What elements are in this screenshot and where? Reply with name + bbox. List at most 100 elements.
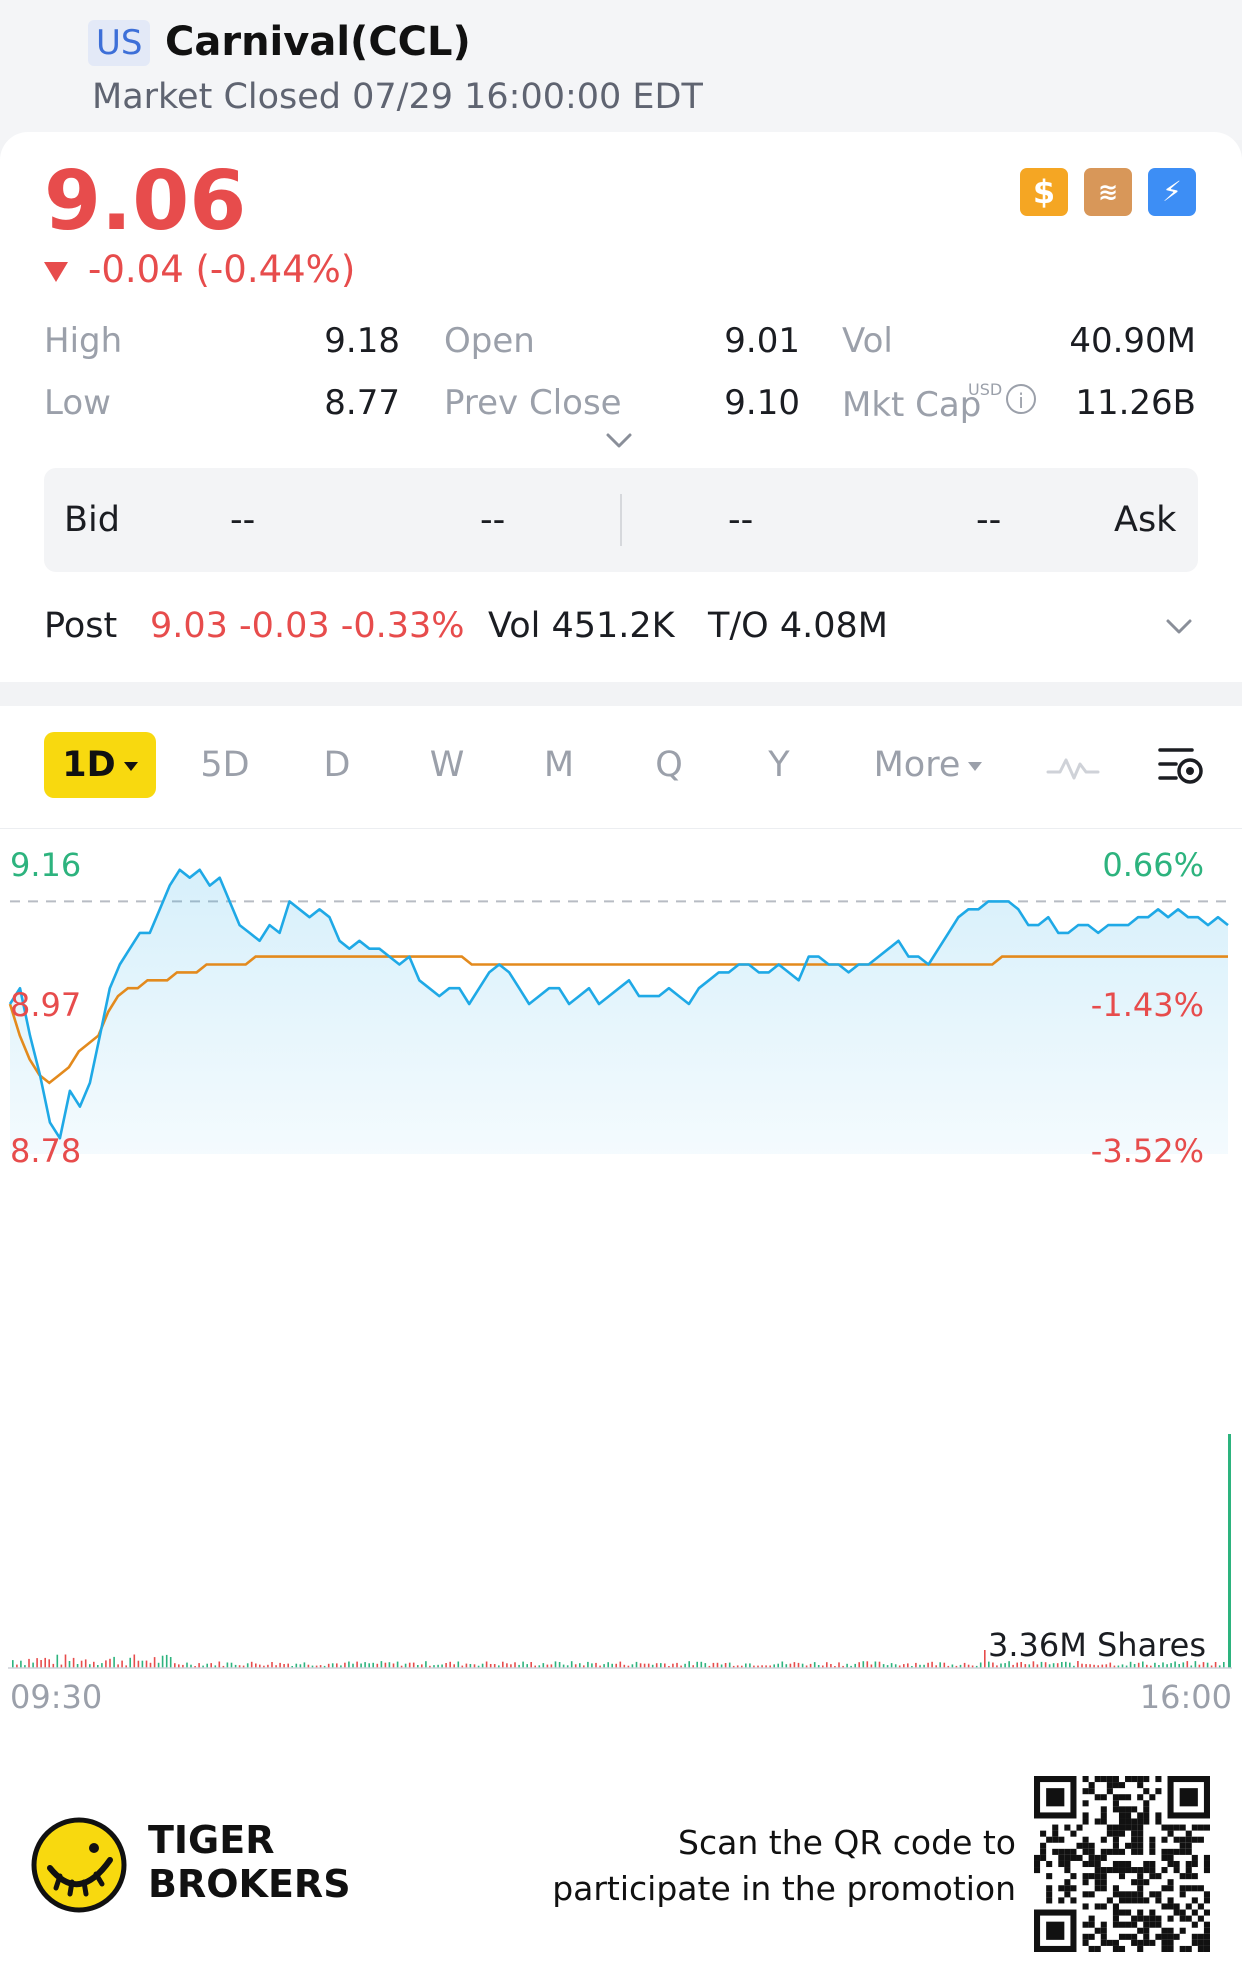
volume-bar <box>287 1663 289 1668</box>
mkt-cap-value: 11.26B <box>1075 383 1196 423</box>
volume-bar <box>1093 1664 1095 1668</box>
volume-bar <box>935 1665 937 1668</box>
volume-bar <box>331 1663 334 1668</box>
dollar-icon[interactable]: $ <box>1020 168 1068 216</box>
volume-bar <box>793 1662 796 1668</box>
volume-bar <box>161 1655 164 1668</box>
line-chart-icon[interactable] <box>1046 746 1100 786</box>
volume-bar <box>1137 1662 1140 1668</box>
tab-m[interactable]: M <box>543 745 575 785</box>
volume-bar <box>12 1660 14 1668</box>
bid-ask-panel: Bid -- -- -- -- Ask <box>44 468 1198 572</box>
price-line <box>8 868 1229 1140</box>
tab-y[interactable]: Y <box>768 745 790 785</box>
volume-bar <box>20 1660 22 1668</box>
volume-bar <box>660 1663 662 1668</box>
volume-bar <box>198 1663 200 1668</box>
volume-bar <box>481 1663 484 1668</box>
volume-bar <box>1218 1665 1221 1668</box>
tab-5d[interactable]: 5D <box>200 745 250 785</box>
volume-bar <box>376 1663 379 1668</box>
volume-bar <box>360 1663 362 1668</box>
bolt-icon[interactable]: ⚡ <box>1148 168 1196 216</box>
price-change: -0.04 (-0.44%) <box>44 242 355 298</box>
volume-bar <box>1069 1662 1071 1668</box>
volume-bar <box>672 1663 674 1668</box>
chart-settings-icon[interactable] <box>1158 744 1206 788</box>
volume-bar <box>1036 1664 1039 1668</box>
volume-bar <box>275 1665 277 1668</box>
volume-bar <box>101 1663 103 1668</box>
ask-price: -- <box>728 500 754 540</box>
volume-bar <box>400 1665 403 1668</box>
volume-bar <box>1024 1664 1027 1668</box>
tab-d[interactable]: D <box>323 745 351 785</box>
volume-bar <box>1166 1664 1168 1668</box>
chevron-down-icon[interactable] <box>1164 612 1194 642</box>
volume-bar <box>1000 1663 1002 1668</box>
volume-bars <box>12 1434 1231 1668</box>
volume-bar <box>963 1662 966 1668</box>
open-label: Open <box>444 321 535 361</box>
volume-bar <box>210 1663 212 1668</box>
tab-q[interactable]: Q <box>655 745 683 785</box>
post-market-row[interactable]: Post 9.03 -0.03 -0.33% Vol 451.2K T/O 4.… <box>44 598 1198 654</box>
volume-bar <box>1206 1662 1209 1668</box>
volume-bar <box>514 1662 516 1668</box>
volume-bar <box>48 1659 50 1668</box>
volume-bar <box>60 1664 63 1668</box>
volume-bar <box>809 1663 812 1668</box>
volume-bar <box>785 1664 788 1668</box>
volume-bar <box>157 1662 160 1668</box>
volume-bar <box>866 1661 869 1668</box>
chevron-down-icon[interactable] <box>604 426 634 456</box>
tab-more[interactable]: More <box>858 732 998 798</box>
volume-bar <box>1198 1664 1201 1668</box>
info-icon[interactable]: i <box>1006 384 1036 414</box>
volume-bar <box>1121 1664 1124 1668</box>
volume-bar <box>651 1664 654 1668</box>
volume-bar <box>303 1662 306 1668</box>
volume-bar <box>801 1663 804 1668</box>
vol-label: Vol <box>842 321 893 361</box>
volume-bar <box>356 1661 358 1668</box>
volume-bar <box>1214 1662 1217 1668</box>
volume-bar <box>250 1661 253 1668</box>
price-change-text: -0.04 (-0.44%) <box>88 248 356 291</box>
intraday-chart[interactable]: 9.16 8.97 8.78 0.66% -1.43% -3.52% 3.36M… <box>0 706 1242 1746</box>
volume-bar <box>919 1664 921 1668</box>
volume-bar <box>1048 1664 1051 1668</box>
volume-bar <box>680 1665 682 1668</box>
tab-w[interactable]: W <box>429 745 465 785</box>
volume-bar <box>753 1665 755 1668</box>
post-turnover: T/O 4.08M <box>708 606 888 646</box>
volume-bar <box>1170 1663 1172 1668</box>
market-status: Market Closed 07/29 16:00:00 EDT <box>92 77 703 117</box>
qr-code[interactable] <box>1034 1776 1210 1952</box>
low-label: Low <box>44 383 111 423</box>
volume-bar <box>425 1661 427 1668</box>
volume-bar <box>882 1664 885 1668</box>
volume-bar <box>271 1662 273 1668</box>
volume-bar <box>595 1662 597 1668</box>
y-axis-top-right: 0.66% <box>1102 846 1204 884</box>
volume-bar <box>1109 1662 1112 1668</box>
volume-bar <box>712 1662 715 1668</box>
volume-bar <box>234 1664 237 1668</box>
high-value: 9.18 <box>324 321 400 361</box>
volume-bar <box>437 1664 439 1668</box>
volume-bar <box>489 1664 492 1668</box>
volume-label: 3.36M Shares <box>988 1626 1206 1664</box>
volume-bar <box>886 1665 889 1668</box>
volume-bar <box>89 1664 91 1668</box>
volume-bar <box>56 1654 59 1668</box>
x-axis-end: 16:00 <box>1140 1678 1232 1716</box>
volume-bar <box>153 1657 156 1668</box>
layers-icon[interactable]: ≋ <box>1084 168 1132 216</box>
tab-1d[interactable]: 1D <box>44 732 156 798</box>
volume-bar <box>619 1661 622 1668</box>
volume-bar <box>538 1665 541 1668</box>
volume-bar <box>449 1661 451 1668</box>
volume-bar <box>145 1660 148 1668</box>
volume-bar <box>955 1665 958 1668</box>
